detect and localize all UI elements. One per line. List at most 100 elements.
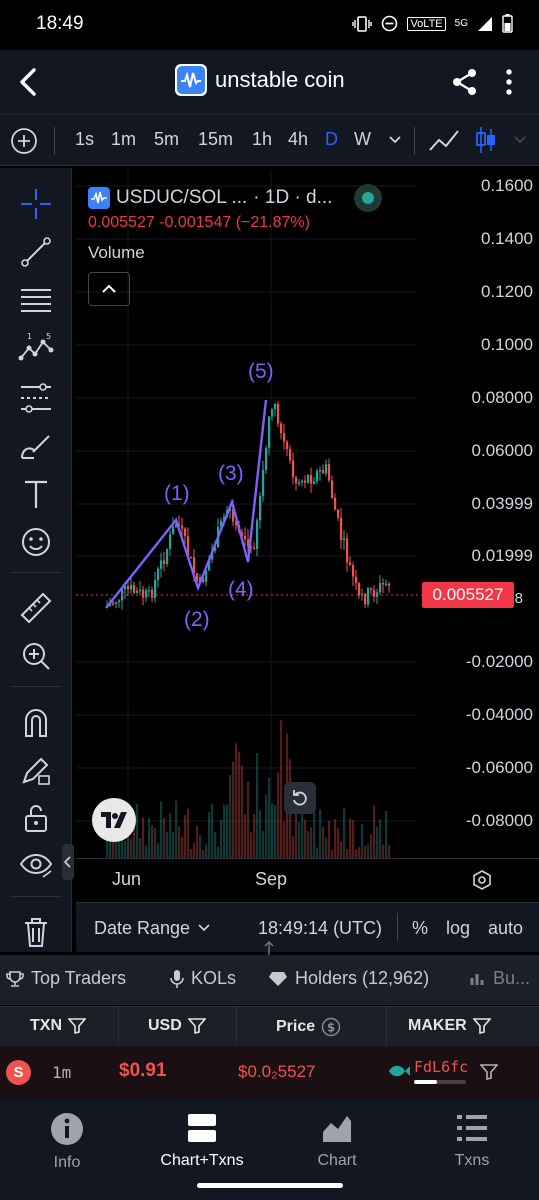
candle [271,409,274,417]
diamond-icon [269,971,287,986]
signal-icon [478,16,492,31]
area-chart-icon [323,1116,351,1142]
zoom-tool[interactable] [16,636,56,676]
wave-label[interactable]: (4) [228,578,254,601]
divider [118,1007,119,1047]
volume-bar [358,847,361,858]
chart-type-dropdown-icon[interactable] [513,135,527,145]
fib-tool[interactable] [16,280,56,320]
bars-icon [470,973,484,985]
reset-chart-button[interactable] [284,782,316,814]
nav-chart-txns[interactable]: Chart+Txns [137,1112,267,1170]
sell-badge: S [6,1060,31,1085]
price-chart [76,170,422,858]
candle [208,559,211,571]
chevron-up-icon [102,284,116,293]
line-chart-type-icon[interactable] [428,128,460,154]
axis-settings-icon[interactable] [471,869,493,891]
nav-txns[interactable]: Txns [407,1112,537,1170]
chart-area[interactable]: USDUC/SOL ... · 1D · d... 0.005527 -0.00… [76,170,539,900]
date-range-button[interactable]: Date Range [94,918,191,938]
tf-d[interactable]: D [325,129,338,149]
tf-1s[interactable]: 1s [75,129,95,149]
volume-bar [187,808,190,858]
tf-1h[interactable]: 1h [252,129,273,149]
measure-tool[interactable] [16,588,56,628]
tab-bubbles[interactable]: Bu... [470,968,530,989]
candle [352,565,355,577]
volume-bar [280,720,283,858]
emoji-tool[interactable] [16,522,56,562]
auto-scale-toggle[interactable]: auto [488,918,524,938]
volume-bar [166,832,169,858]
candle [145,590,148,598]
volume-bar [388,844,391,858]
wave-label[interactable]: (3) [218,462,244,485]
percent-scale-toggle[interactable]: % [412,918,429,938]
tradingview-logo[interactable] [92,798,136,842]
column-price[interactable]: Price $ [276,1017,341,1037]
more-menu-icon[interactable] [500,68,518,96]
chart-legend[interactable]: USDUC/SOL ... · 1D · d... [88,184,383,212]
tab-kols[interactable]: KOLs [170,968,236,989]
tf-15m[interactable]: 15m [198,129,234,149]
back-arrow-icon[interactable] [14,66,42,98]
currency-toggle-icon: $ [321,1017,341,1037]
brush-tool[interactable] [16,426,56,466]
volume-bar [202,849,205,858]
visibility-tool[interactable] [16,846,56,886]
candle [256,520,259,549]
tf-5m[interactable]: 5m [154,129,180,149]
tf-w[interactable]: W [354,129,371,149]
filter-icon [472,1018,491,1034]
legend-collapse-button[interactable] [88,272,130,306]
text-tool[interactable] [16,474,56,514]
toolbar-collapse-handle[interactable] [62,844,74,880]
column-txn[interactable]: TXN [30,1017,86,1035]
txn-maker[interactable]: FdL6fc [414,1058,469,1076]
lock-tool[interactable] [16,798,56,838]
tf-1m[interactable]: 1m [111,129,137,149]
candle [148,589,151,592]
nav-label: Chart+Txns [160,1152,244,1169]
column-maker[interactable]: MAKER [408,1017,491,1035]
time-axis[interactable]: Jun Sep [76,858,539,900]
column-usd[interactable]: USD [148,1017,206,1035]
price-tick: -0.06000 [465,758,533,777]
divider [397,913,398,941]
nav-info[interactable]: Info [2,1112,132,1172]
candle [310,475,313,484]
forecast-tool[interactable] [16,378,56,418]
home-indicator[interactable] [197,1183,343,1188]
candle [349,562,352,566]
volume-bar [124,840,127,858]
nav-chart[interactable]: Chart [272,1112,402,1170]
tf-4h[interactable]: 4h [288,129,309,149]
crosshair-tool[interactable] [16,184,56,224]
volume-bar [334,819,337,858]
candle [196,573,199,582]
wave-label[interactable]: (1) [164,482,190,505]
tab-holders[interactable]: Holders (12,962) [268,968,429,989]
svg-text:1: 1 [27,332,32,341]
utc-clock[interactable]: 18:49:14 (UTC) [258,918,383,938]
wave-label[interactable]: (5) [248,360,274,383]
timeframe-dropdown-icon[interactable] [388,135,402,145]
wave-label[interactable]: (2) [184,608,210,631]
tab-top-traders[interactable]: Top Traders [6,968,126,989]
trend-line-tool[interactable] [16,232,56,272]
lock-drawings-tool[interactable] [16,750,56,790]
price-tick: 0.1200 [481,282,533,301]
log-scale-toggle[interactable]: log [446,918,471,938]
volume-bar [247,781,250,858]
candles-chart-type-icon[interactable] [474,125,498,155]
table-row[interactable]: S 1m $0.91 $0.0₂5527 FdL6fc [0,1046,539,1100]
magnet-tool[interactable] [16,702,56,742]
remove-drawings-tool[interactable] [16,912,56,952]
add-indicator-icon[interactable] [10,127,38,155]
share-icon[interactable] [451,68,479,96]
volume-bar [310,827,313,858]
tab-label: Holders (12,962) [295,968,430,988]
filter-icon[interactable] [480,1064,498,1080]
